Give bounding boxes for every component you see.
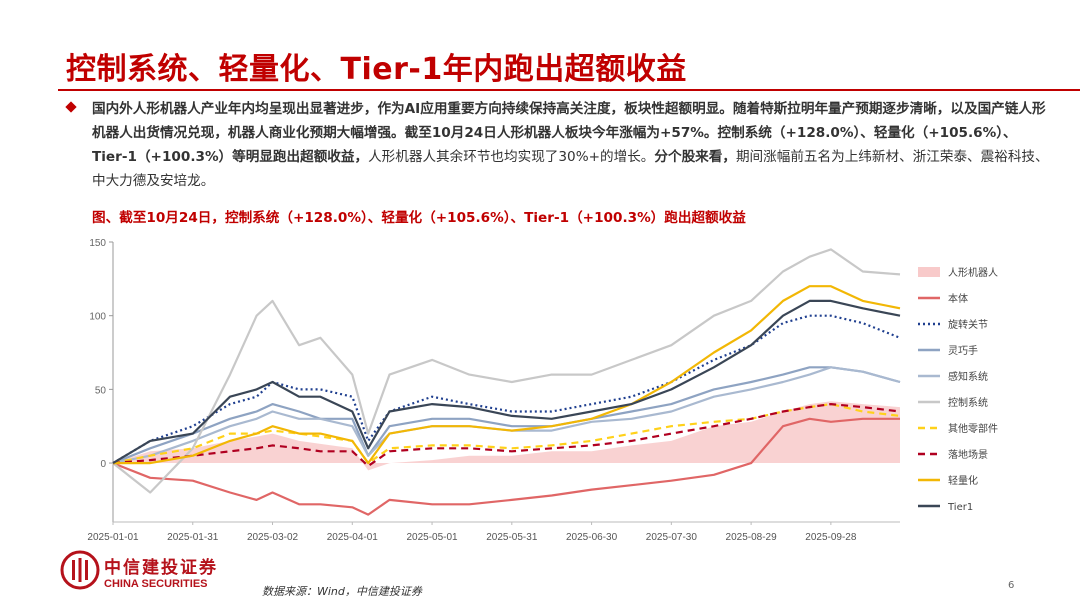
series-area-人形机器人	[113, 401, 900, 471]
legend-label: 落地场景	[948, 448, 988, 461]
summary-text: 国内外人形机器人产业年内均呈现出显著进步，作为AI应用重要方向持续保持高关注度，…	[92, 97, 1052, 193]
legend-label: Tier1	[947, 502, 973, 513]
x-tick-label: 2025-05-31	[486, 532, 538, 543]
citic-logo-icon	[60, 550, 100, 590]
y-tick-label: 100	[89, 312, 106, 323]
y-tick-label: 50	[95, 385, 107, 396]
legend-label: 感知系统	[948, 370, 988, 383]
legend-label: 轻量化	[948, 474, 978, 487]
legend-label: 旋转关节	[948, 318, 988, 331]
page-title: 控制系统、轻量化、Tier-1年内跑出超额收益	[66, 52, 687, 87]
figure-caption: 图、截至10月24日，控制系统（+128.0%）、轻量化（+105.6%）、Ti…	[92, 210, 746, 226]
series-line-控制系统	[112, 248, 901, 494]
x-tick-label: 2025-04-01	[327, 532, 379, 543]
x-tick-label: 2025-01-31	[167, 532, 219, 543]
summary-normal: 人形机器人其余环节也均实现了30%+的增长。	[368, 149, 655, 165]
summary-bullet: 国内外人形机器人产业年内均呈现出显著进步，作为AI应用重要方向持续保持高关注度，…	[65, 97, 1052, 193]
x-tick-label: 2025-05-01	[406, 532, 458, 543]
x-tick-label: 2025-08-29	[726, 532, 778, 543]
y-tick-label: 150	[89, 238, 106, 249]
summary-bold-2: 分个股来看，	[654, 149, 736, 165]
title-divider	[58, 89, 1080, 91]
bullet-diamond-icon	[65, 101, 77, 113]
x-tick-label: 2025-01-01	[87, 532, 139, 543]
page-number: 6	[1008, 580, 1015, 591]
data-source: 数据来源：Wind，中信建投证券	[262, 585, 422, 598]
series-line-Tier1	[112, 299, 901, 465]
x-tick-label: 2025-03-02	[247, 532, 299, 543]
summary-bold: 国内外人形机器人产业年内均呈现出显著进步，作为AI应用重要方向持续保持高关注度，…	[92, 101, 1046, 165]
x-tick-label: 2025-06-30	[566, 532, 618, 543]
brand-name-cn: 中信建投证券	[104, 558, 218, 578]
y-tick-label: 0	[100, 459, 106, 470]
summary-normal-2: 期间涨幅前五名为上纬新材、浙江荣泰、震裕科技、中大力德及安培龙。	[92, 149, 1049, 189]
legend-swatch-人形机器人	[918, 267, 940, 277]
x-tick-label: 2025-07-30	[646, 532, 698, 543]
performance-chart: 0 50 100 150 2025-01-01 2025-01-31 2025-03-02 2…	[87, 238, 998, 543]
series-line-轻量化	[113, 285, 901, 465]
x-tick-label: 2025-09-28	[805, 532, 857, 543]
legend-label: 人形机器人	[948, 266, 998, 279]
series-line-本体	[112, 417, 900, 516]
legend-label: 灵巧手	[948, 344, 978, 357]
series-line-灵巧手	[112, 366, 901, 465]
brand-name-en: CHINA SECURITIES	[104, 578, 208, 590]
series-line-落地场景	[112, 403, 901, 468]
legend-label: 本体	[948, 292, 968, 305]
legend-label: 其他零部件	[948, 422, 998, 435]
legend-label: 控制系统	[948, 396, 988, 409]
